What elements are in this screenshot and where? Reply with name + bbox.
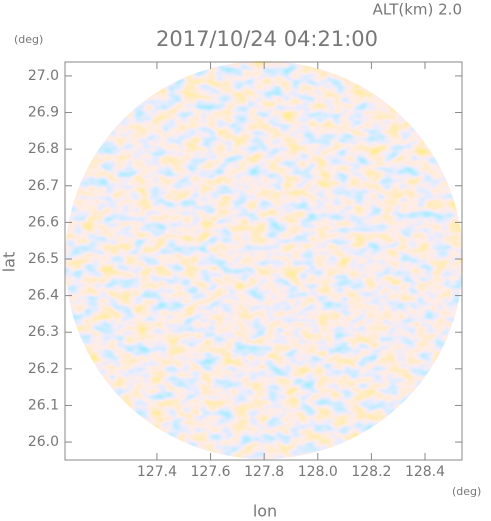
y-tick-label: 26.3 — [28, 324, 59, 340]
y-tick-label: 26.0 — [28, 434, 59, 450]
chart-title: 2017/10/24 04:21:00 — [156, 27, 378, 51]
x-tick-label: 127.8 — [244, 464, 284, 480]
plot-frame — [64, 61, 463, 461]
x-tick-label: 128.2 — [351, 464, 391, 480]
y-tick-label: 26.6 — [28, 214, 59, 230]
x-axis-label: lon — [253, 502, 277, 521]
y-tick-label: 26.1 — [28, 397, 59, 413]
y-tick-label: 26.5 — [28, 251, 59, 267]
radar-field — [65, 61, 463, 459]
y-tick-label: 27.0 — [28, 68, 59, 84]
y-tick-label: 26.4 — [28, 288, 59, 304]
x-tick-label: 127.6 — [191, 464, 231, 480]
x-tick-label: 128.4 — [405, 464, 445, 480]
x-tick-label: 127.4 — [137, 464, 177, 480]
y-axis-label: lat — [0, 252, 19, 273]
y-tick-label: 26.9 — [28, 105, 59, 121]
y-tick-label: 26.2 — [28, 361, 59, 377]
y-tick-label: 26.8 — [28, 141, 59, 157]
y-unit: (deg) — [14, 33, 43, 46]
y-tick-label: 26.7 — [28, 178, 59, 194]
altitude-label: ALT(km) 2.0 — [373, 1, 462, 19]
x-unit: (deg) — [452, 485, 481, 498]
x-tick-label: 128.0 — [298, 464, 338, 480]
